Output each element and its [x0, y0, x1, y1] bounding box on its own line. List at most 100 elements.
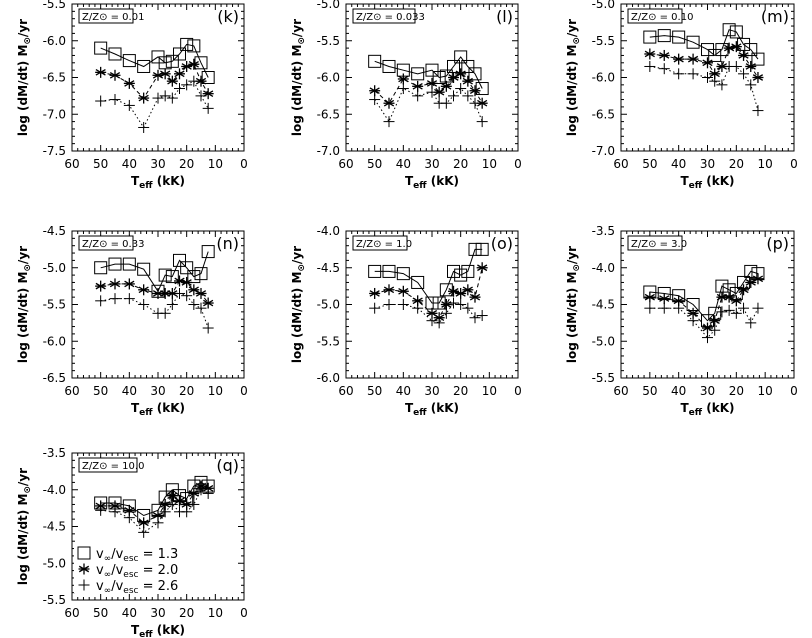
- y-axis-title: log (dM/dt) M⊙/yr: [16, 468, 33, 585]
- y-tick-label: -7.0: [592, 144, 615, 158]
- plus-series-line: [100, 80, 209, 129]
- metallicity-label: Z/Z⊙ = 10.0: [78, 457, 144, 473]
- plus-marker: [138, 526, 150, 538]
- square-marker: [94, 261, 108, 275]
- panel-letter: (m): [761, 7, 789, 26]
- asterisk-marker: [702, 57, 713, 69]
- metallicity-text: Z/Z⊙ = 0.33: [82, 239, 144, 250]
- asterisk-marker: [166, 287, 178, 299]
- square-marker: [382, 264, 396, 278]
- asterisk-series-line: [374, 267, 483, 319]
- legend-entry-asterisk: v∞/vesc = 2.0: [96, 563, 178, 580]
- plus-marker: [687, 315, 699, 327]
- square-marker: [715, 43, 729, 57]
- plus-marker: [202, 487, 214, 499]
- square-marker: [194, 56, 208, 70]
- y-tick-label: -4.0: [317, 224, 340, 238]
- asterisk-marker: [188, 284, 200, 296]
- asterisk-marker: [469, 291, 481, 303]
- metallicity-label: Z/Z⊙ = 0.01: [78, 8, 144, 24]
- metallicity-text: Z/Z⊙ = 0.033: [356, 12, 425, 23]
- plus-marker: [673, 302, 685, 314]
- asterisk-marker: [95, 280, 107, 292]
- plus-marker: [702, 332, 713, 344]
- y-tick-label: -5.5: [317, 34, 340, 48]
- asterisk-marker: [188, 58, 200, 70]
- asterisk-marker: [455, 68, 467, 80]
- plus-marker: [138, 299, 150, 310]
- asterisk-marker: [440, 80, 452, 92]
- asterisk-marker: [138, 92, 150, 104]
- asterisk-marker: [752, 72, 764, 83]
- metallicity-label: Z/Z⊙ = 0.033: [352, 8, 425, 24]
- square-marker: [411, 67, 425, 81]
- y-tick-label: -5.0: [317, 298, 340, 312]
- x-tick-label: 60: [338, 384, 353, 398]
- square-marker: [122, 257, 136, 271]
- square-marker: [137, 262, 151, 276]
- y-tick-label: -6.5: [592, 107, 615, 121]
- plus-marker: [745, 79, 757, 91]
- x-tick-label: 60: [64, 384, 79, 398]
- y-axis-title: log (dM/dt) M⊙/yr: [16, 19, 33, 136]
- x-tick-label: 50: [642, 384, 657, 398]
- y-tick-label: -6.0: [317, 71, 340, 85]
- x-tick-label: 20: [179, 384, 194, 398]
- asterisk-marker: [123, 278, 135, 290]
- plus-marker: [455, 299, 467, 310]
- asterisk-marker: [397, 73, 409, 85]
- legend: v∞/vesc = 1.3v∞/vesc = 2.0v∞/vesc = 2.6: [74, 542, 200, 596]
- y-axis-title: log (dM/dt) M⊙/yr: [290, 19, 307, 136]
- square-marker: [432, 296, 446, 310]
- plus-marker: [412, 90, 424, 102]
- plus-marker: [174, 83, 185, 95]
- x-tick-label: 0: [240, 384, 248, 398]
- asterisk-marker: [181, 276, 193, 288]
- plus-marker: [95, 95, 107, 107]
- y-tick-label: -6.0: [43, 34, 66, 48]
- plus-marker: [752, 302, 764, 314]
- x-tick-label: 60: [613, 157, 628, 171]
- square-marker: [382, 59, 396, 73]
- x-tick-label: 30: [424, 384, 439, 398]
- plus-marker: [95, 295, 107, 307]
- y-tick-label: -5.5: [43, 593, 66, 607]
- x-tick-label: 10: [482, 384, 497, 398]
- plus-marker: [78, 579, 90, 591]
- y-tick-label: -5.5: [43, 298, 66, 312]
- metallicity-label: Z/Z⊙ = 1.0: [352, 235, 412, 251]
- square-marker: [180, 37, 194, 51]
- y-tick-label: -6.5: [43, 71, 66, 85]
- plus-marker: [383, 299, 395, 310]
- plus-marker: [188, 299, 200, 310]
- x-tick-label: 60: [613, 384, 628, 398]
- square-marker: [461, 264, 475, 278]
- asterisk-marker: [412, 80, 424, 92]
- y-tick-label: -4.0: [592, 261, 615, 275]
- plus-marker: [658, 302, 670, 314]
- plus-marker: [658, 63, 670, 75]
- x-axis-title: Teff (kK): [680, 401, 734, 418]
- panel-letter: (k): [217, 7, 239, 26]
- y-tick-label: -4.5: [592, 298, 615, 312]
- x-axis-title: Teff (kK): [131, 174, 185, 191]
- plus-marker: [426, 86, 438, 98]
- x-tick-label: 30: [700, 157, 715, 171]
- panel-letter: (n): [216, 234, 239, 253]
- plus-marker: [476, 116, 488, 128]
- plus-marker: [476, 310, 488, 322]
- asterisk-marker: [738, 284, 750, 296]
- y-tick-label: -5.5: [43, 0, 66, 11]
- x-tick-label: 40: [122, 384, 137, 398]
- x-axis-title: Teff (kK): [680, 174, 734, 191]
- y-tick-label: -6.0: [43, 334, 66, 348]
- y-tick-label: -4.5: [43, 224, 66, 238]
- x-tick-label: 30: [150, 157, 165, 171]
- plus-marker: [166, 299, 178, 310]
- y-tick-label: -7.0: [43, 107, 66, 121]
- metallicity-label: Z/Z⊙ = 0.33: [78, 235, 144, 251]
- plus-marker: [412, 302, 424, 314]
- plus-marker: [166, 498, 178, 510]
- asterisk-marker: [730, 41, 742, 53]
- y-tick-label: -6.0: [592, 71, 615, 85]
